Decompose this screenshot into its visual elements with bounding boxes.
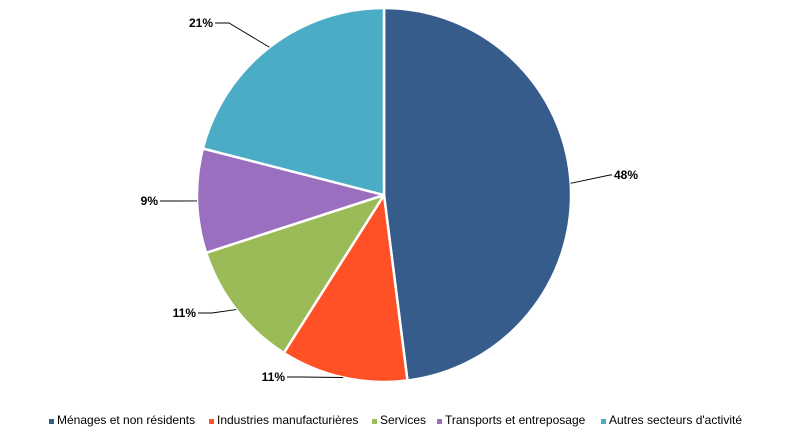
pie-slices [195, 6, 573, 384]
leader-line-1 [570, 174, 612, 184]
pie-slice-3 [204, 193, 386, 355]
legend-label-5: Autres secteurs d'activité [609, 413, 742, 427]
legend-swatch-2 [209, 419, 214, 424]
legend-item-4: Transports et entreposage [437, 413, 586, 427]
leader-line-2 [287, 376, 344, 378]
legend-swatch-4 [437, 419, 442, 424]
legend-item-1: Ménages et non résidents [49, 413, 195, 427]
pie-slice-1 [382, 6, 573, 382]
legend-label-1: Ménages et non résidents [57, 413, 195, 427]
legend-item-5: Autres secteurs d'activité [601, 413, 742, 427]
leader-line-3 [198, 309, 237, 314]
legend-swatch-3 [372, 419, 377, 424]
data-label-5: 21% [189, 16, 213, 30]
legend-item-3: Services [372, 413, 426, 427]
legend-swatch-1 [49, 419, 54, 424]
legend-swatch-5 [601, 419, 606, 424]
data-labels: 48% 11% 11% 9% 21% [141, 16, 639, 384]
pie-slice-2 [282, 193, 409, 384]
legend-item-2: Industries manufacturières [209, 413, 358, 427]
data-label-4: 9% [141, 194, 159, 208]
data-label-2: 11% [262, 370, 286, 384]
leader-lines [160, 22, 612, 378]
legend-label-4: Transports et entreposage [445, 413, 586, 427]
pie-slice-5 [201, 6, 386, 197]
legend: Ménages et non résidents Industries manuf… [49, 413, 742, 427]
data-label-3: 11% [173, 306, 197, 320]
leader-line-5 [215, 22, 270, 48]
data-label-1: 48% [614, 168, 638, 182]
legend-label-2: Industries manufacturières [217, 413, 358, 427]
legend-label-3: Services [380, 413, 426, 427]
